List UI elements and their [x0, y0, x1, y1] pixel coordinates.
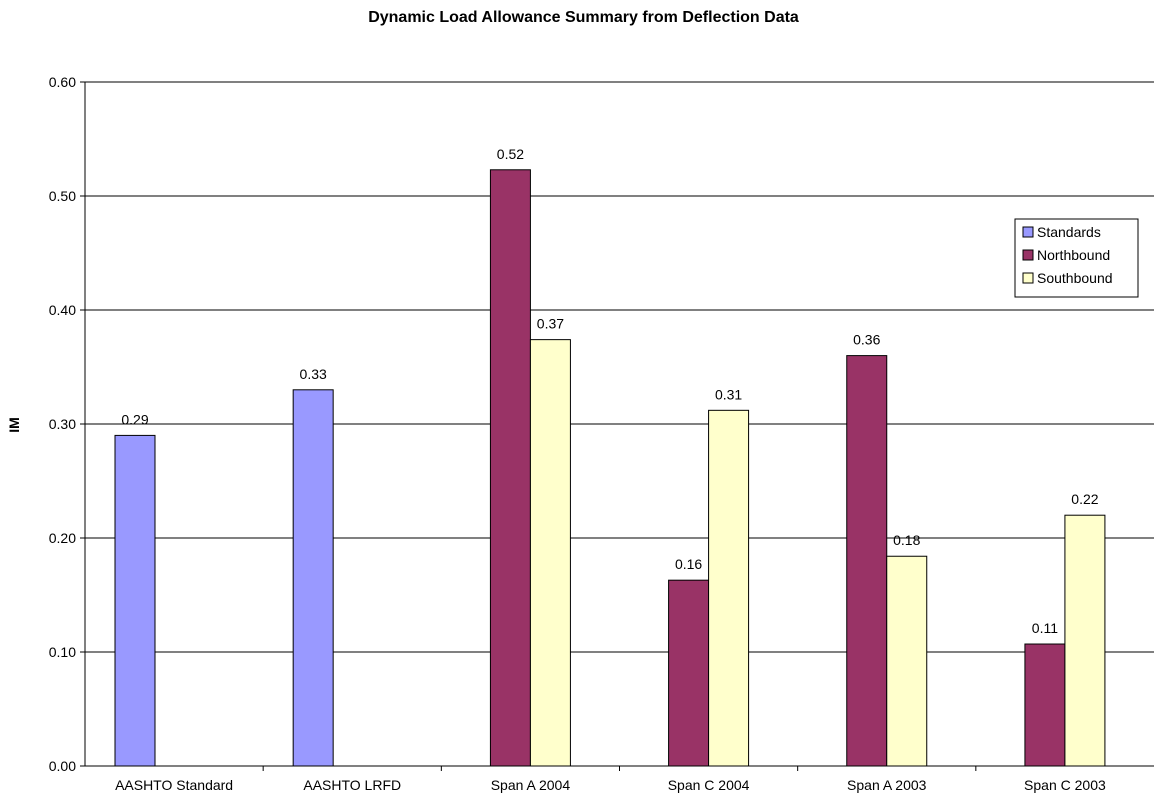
y-tick-label: 0.50 — [49, 188, 76, 204]
chart-title: Dynamic Load Allowance Summary from Defl… — [368, 9, 799, 26]
y-tick-label: 0.60 — [49, 74, 76, 90]
data-label: 0.11 — [1032, 620, 1058, 636]
data-label: 0.33 — [300, 366, 327, 382]
gridlines — [85, 81, 1154, 653]
data-label: 0.52 — [497, 146, 524, 162]
legend-swatch-northbound — [1022, 249, 1034, 261]
x-tick-label: AASHTO LRFD — [303, 777, 401, 793]
x-tick-label: Span C 2004 — [668, 777, 750, 793]
bar-standards — [114, 434, 156, 767]
data-label: 0.18 — [893, 532, 920, 548]
bar-southbound — [708, 409, 750, 767]
y-tick-label: 0.40 — [49, 302, 76, 318]
data-label: 0.37 — [537, 316, 564, 332]
x-tick-label: Span C 2003 — [1024, 777, 1106, 793]
data-label: 0.16 — [675, 556, 702, 572]
legend-label-northbound: Northbound — [1037, 247, 1110, 263]
bar-northbound — [489, 169, 531, 767]
y-tick-label: 0.20 — [49, 530, 76, 546]
bar-southbound — [886, 555, 928, 767]
legend-swatch-standards — [1022, 226, 1034, 238]
y-tick-label: 0.10 — [49, 644, 76, 660]
x-tick-label: AASHTO Standard — [115, 777, 233, 793]
data-label: 0.36 — [853, 332, 880, 348]
x-tick-label: Span A 2003 — [847, 777, 927, 793]
bar-southbound — [529, 339, 571, 767]
bars — [114, 169, 1106, 767]
legend-box — [1014, 218, 1139, 298]
legend-label-standards: Standards — [1037, 224, 1101, 240]
bar-standards — [292, 389, 334, 767]
y-tick-label: 0.30 — [49, 416, 76, 432]
x-tick-label: Span A 2004 — [491, 777, 571, 793]
data-label: 0.29 — [121, 411, 148, 427]
legend-swatch-southbound — [1022, 272, 1034, 284]
data-label: 0.31 — [715, 386, 742, 402]
bar-northbound — [668, 579, 710, 767]
y-axis-title: IM — [6, 417, 22, 433]
labels: 0.00 0.10 0.20 0.30 0.40 0.50 0.60 AASHTO Stand… — [49, 74, 1106, 793]
y-tick-label: 0.00 — [49, 758, 76, 774]
legend-label-southbound: Southbound — [1037, 270, 1113, 286]
axes — [80, 81, 1154, 771]
data-label: 0.22 — [1071, 491, 1098, 507]
bar-southbound — [1064, 514, 1106, 767]
legend: Standards Northbound Southbound — [1014, 218, 1139, 298]
bar-northbound — [1024, 643, 1066, 767]
bar-northbound — [846, 355, 888, 767]
